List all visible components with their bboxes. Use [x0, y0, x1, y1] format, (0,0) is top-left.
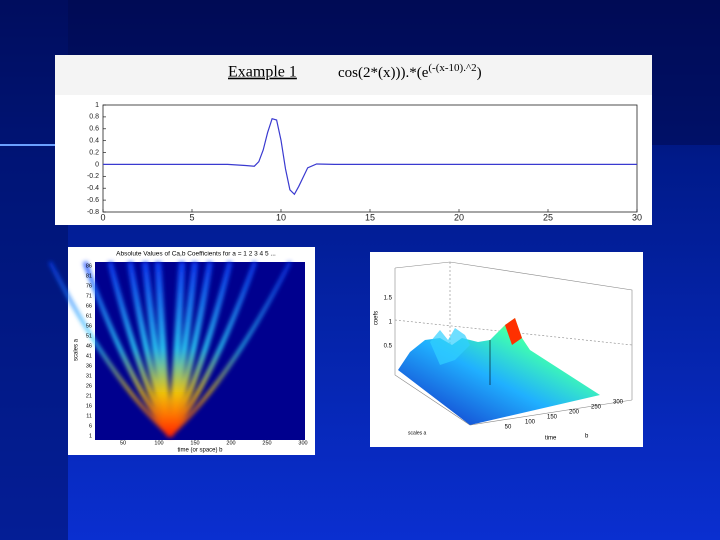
surface-x-tick-label: 150	[547, 415, 558, 421]
scalogram-y-tick-label: 11	[86, 413, 92, 419]
scalogram-x-tick-label: 100	[154, 440, 163, 446]
y-tick-label: -0.8	[87, 209, 99, 216]
surface-x-tick-label: 200	[569, 410, 580, 416]
y-tick-label: -0.6	[87, 197, 99, 204]
title-strip	[55, 55, 652, 95]
fan-ray	[168, 261, 257, 438]
x-tick-label: 0	[100, 212, 105, 222]
scalogram-y-tick-label: 31	[86, 373, 92, 379]
scalogram-plot	[95, 262, 305, 440]
surface-blabel: b	[585, 434, 589, 440]
fan-ray	[83, 261, 172, 438]
scalogram-x-tick-label: 250	[262, 440, 271, 446]
scalogram-ylabel: scales a	[74, 338, 80, 361]
scalogram-x-tick-label: 200	[226, 440, 235, 446]
scalogram-x-tick-label: 300	[298, 440, 307, 446]
surface-x-tick-label: 100	[525, 420, 536, 426]
formula-base: cos(2*(x))).*(e	[338, 65, 429, 81]
formula-exponent: (-(x-10).^2	[428, 62, 476, 74]
surface-xlabel: time	[545, 436, 557, 442]
scalogram-title: Absolute Values of Ca,b Coefficients for…	[116, 251, 276, 258]
scalogram-y-tick-label: 41	[86, 353, 92, 359]
x-tick-label: 25	[543, 212, 553, 222]
surface-peak	[505, 318, 522, 345]
scalogram-x-tick-label: 50	[120, 440, 126, 446]
scalogram-x-tick-label: 150	[190, 440, 199, 446]
scalogram-xlabel: time (or space) b	[177, 448, 223, 454]
y-tick-label: 0.4	[89, 138, 99, 145]
scalogram-y-tick-label: 71	[86, 293, 92, 299]
surface-zlabel: coefs	[374, 311, 380, 325]
x-tick-label: 10	[276, 212, 286, 222]
box-edge	[394, 261, 633, 400]
scalogram-y-tick-label: 36	[86, 363, 92, 369]
surface-z-tick-label: 0.5	[384, 344, 393, 350]
x-tick-label: 30	[632, 212, 642, 222]
scalogram-y-tick-label: 51	[86, 333, 92, 339]
formula: cos(2*(x))).*(e(-(x-10).^2)	[338, 62, 482, 82]
scalogram-y-tick-label: 1	[89, 433, 92, 439]
y-tick-label: 0.8	[89, 114, 99, 121]
scalogram-y-tick-label: 61	[86, 313, 92, 319]
box-edge	[394, 268, 633, 426]
y-tick-label: 0	[95, 161, 99, 168]
example-title: Example 1	[228, 64, 297, 81]
scalogram-y-tick-label: 21	[86, 393, 92, 399]
signal-line	[103, 117, 637, 196]
fan-ray	[167, 261, 233, 438]
scalogram-y-tick-label: 26	[86, 383, 92, 389]
scalogram-fan	[48, 261, 292, 438]
y-tick-label: -0.4	[87, 185, 99, 192]
surface-z-tick-label: 1	[389, 320, 393, 326]
scalogram-y-tick-label: 46	[86, 343, 92, 349]
scalogram-y-tick-label: 6	[89, 423, 92, 429]
formula-close: )	[477, 65, 482, 81]
surface-ylabel: scales a	[408, 430, 427, 436]
y-tick-label: 0.2	[89, 149, 99, 156]
y-tick-label: -0.2	[87, 173, 99, 180]
scalogram-y-tick-label: 66	[86, 303, 92, 309]
surface-ridge	[430, 328, 470, 365]
x-tick-label: 15	[365, 212, 375, 222]
surface-z-tick-label: 1.5	[384, 296, 393, 302]
x-tick-label: 20	[454, 212, 464, 222]
scalogram-y-tick-label: 76	[86, 283, 92, 289]
surface-x-tick-label: 250	[591, 405, 602, 411]
y-tick-label: 1	[95, 102, 99, 109]
y-tick-label: 0.6	[89, 126, 99, 133]
surface-x-tick-label: 300	[613, 400, 624, 406]
fan-ray	[48, 261, 172, 438]
scalogram-y-tick-label: 81	[86, 273, 92, 279]
scalogram-y-tick-label: 86	[86, 263, 92, 269]
fan-ray	[168, 261, 292, 438]
scalogram-y-tick-label: 56	[86, 323, 92, 329]
surface-x-tick-label: 50	[505, 425, 512, 431]
scalogram-y-tick-label: 16	[86, 403, 92, 409]
x-tick-label: 5	[189, 212, 194, 222]
